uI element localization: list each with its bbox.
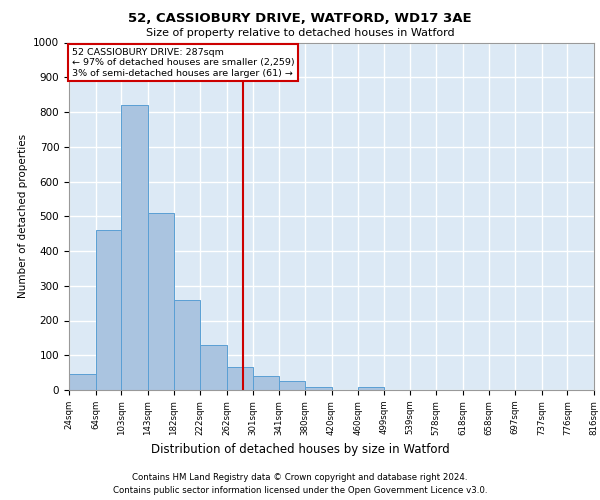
Bar [305,386,331,390]
Text: 52, CASSIOBURY DRIVE, WATFORD, WD17 3AE: 52, CASSIOBURY DRIVE, WATFORD, WD17 3AE [128,12,472,26]
Bar [95,230,121,390]
Bar [69,374,95,390]
Y-axis label: Number of detached properties: Number of detached properties [17,134,28,298]
Bar [279,382,305,390]
Text: Contains public sector information licensed under the Open Government Licence v3: Contains public sector information licen… [113,486,487,495]
Bar [253,376,279,390]
Bar [174,300,200,390]
Text: Size of property relative to detached houses in Watford: Size of property relative to detached ho… [146,28,454,38]
Text: Distribution of detached houses by size in Watford: Distribution of detached houses by size … [151,442,449,456]
Bar [200,345,227,390]
Bar [227,368,253,390]
Bar [121,105,148,390]
Bar [358,386,384,390]
Text: 52 CASSIOBURY DRIVE: 287sqm
← 97% of detached houses are smaller (2,259)
3% of s: 52 CASSIOBURY DRIVE: 287sqm ← 97% of det… [71,48,294,78]
Bar [148,213,174,390]
Text: Contains HM Land Registry data © Crown copyright and database right 2024.: Contains HM Land Registry data © Crown c… [132,472,468,482]
